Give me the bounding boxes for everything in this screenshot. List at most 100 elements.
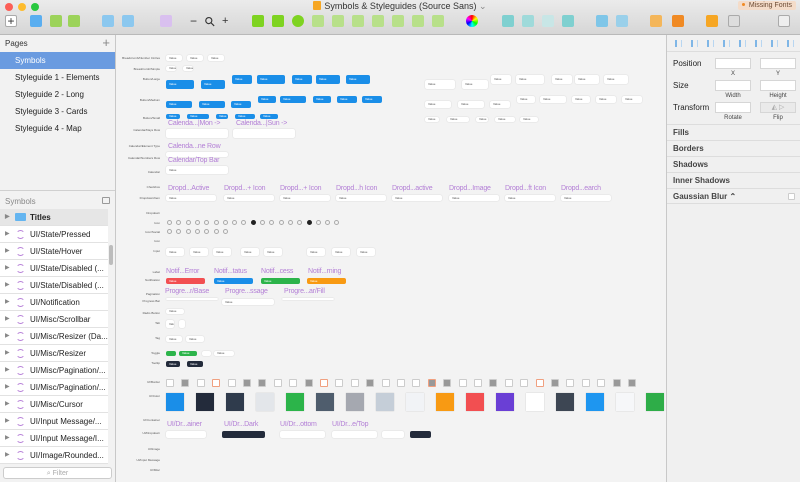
color-swatch[interactable]	[646, 393, 664, 411]
symbol-title[interactable]: UI/Dr...ottom	[280, 421, 317, 428]
disclosure-triangle-icon[interactable]: ▶	[5, 299, 10, 305]
symbol-instance[interactable]: Value	[425, 80, 455, 89]
social-icon-symbol[interactable]	[204, 229, 210, 234]
disclosure-triangle-icon[interactable]: ▶	[5, 248, 10, 254]
artboard-icon[interactable]	[30, 15, 42, 27]
align-middle-icon[interactable]	[771, 40, 778, 47]
disclosure-triangle-icon[interactable]: ▶	[5, 384, 10, 390]
border-swatch[interactable]	[196, 379, 205, 387]
symbol-instance[interactable]: Value	[187, 114, 209, 119]
border-swatch[interactable]	[566, 379, 575, 387]
symbol-instance[interactable]: Value	[201, 80, 225, 89]
layer-item[interactable]: ▶ UI/Misc/Scrollbar	[0, 311, 108, 328]
layer-item[interactable]: ▶ UI/Image/Rounded...	[0, 447, 108, 464]
symbol-instance[interactable]: Value	[540, 96, 566, 103]
cloud-icon[interactable]	[672, 15, 684, 27]
disclosure-triangle-icon[interactable]: ▶	[5, 316, 10, 322]
page-item[interactable]: Styleguide 4 - Map	[15, 124, 82, 133]
border-swatch[interactable]	[427, 379, 436, 387]
symbol-instance[interactable]: Value	[166, 166, 228, 174]
icon-symbol[interactable]	[334, 220, 340, 225]
symbol-instance[interactable]: Value	[166, 336, 182, 342]
align-left-icon[interactable]	[707, 40, 714, 47]
subtract-icon[interactable]	[332, 15, 344, 27]
symbol-instance[interactable]: Value	[604, 75, 628, 84]
border-swatch[interactable]	[551, 379, 559, 387]
symbol-instance[interactable]	[166, 129, 228, 138]
icon-symbol[interactable]	[204, 220, 210, 225]
symbol-instance[interactable]: Value	[505, 195, 555, 201]
rounded-rect-icon[interactable]	[272, 15, 284, 27]
symbol-title[interactable]: Dropd...active	[392, 185, 433, 192]
symbol-instance[interactable]: Value	[166, 80, 194, 89]
symbol-title[interactable]: Notif...tatus	[214, 268, 247, 275]
border-swatch[interactable]	[366, 379, 375, 387]
icon-symbol[interactable]	[260, 220, 265, 225]
social-icon-symbol[interactable]	[176, 229, 182, 234]
symbol-instance[interactable]: Value	[179, 351, 197, 356]
border-swatch[interactable]	[243, 379, 251, 387]
layer-item[interactable]: ▶ UI/Misc/Pagination/...	[0, 362, 108, 379]
border-swatch[interactable]	[397, 379, 405, 387]
rectangle-icon[interactable]	[252, 15, 264, 27]
detach-icon[interactable]	[122, 15, 134, 27]
symbol-title[interactable]: Dropd...earch	[561, 185, 601, 192]
symbol-instance[interactable]: Value	[261, 278, 300, 284]
symbol-instance[interactable]: Value	[561, 195, 611, 201]
union-icon[interactable]	[312, 15, 324, 27]
border-swatch[interactable]	[612, 379, 621, 387]
add-page-button[interactable]: +	[102, 35, 110, 50]
y-input[interactable]	[760, 58, 796, 69]
symbol-instance[interactable]	[166, 351, 176, 356]
symbol-instance[interactable]: Value	[517, 96, 535, 103]
symbol-instance[interactable]: Value	[186, 336, 204, 342]
symbol-instance[interactable]: Value	[208, 55, 224, 61]
symbol-instance[interactable]	[166, 298, 218, 300]
disclosure-triangle-icon[interactable]: ▶	[5, 350, 10, 356]
disclosure-triangle-icon[interactable]: ▶	[5, 418, 10, 424]
border-swatch[interactable]	[381, 379, 390, 387]
symbol-instance[interactable]: Value	[232, 75, 252, 84]
border-swatch[interactable]	[320, 379, 328, 387]
symbol-instance[interactable]: Value	[495, 117, 515, 122]
symbol-instance[interactable]	[222, 431, 265, 438]
zoom-window-button[interactable]	[31, 3, 39, 11]
symbol-instance[interactable]: Value	[199, 101, 225, 108]
symbol-title[interactable]: Calenda...|Sun ->	[236, 120, 288, 127]
preview-icon[interactable]	[706, 15, 718, 27]
layer-item[interactable]: ▶ UI/Input Message/...	[0, 413, 108, 430]
canvas[interactable]: Breadcrumb/Number Circles Breadcrumb/Simp…	[116, 35, 666, 482]
icon-symbol[interactable]	[222, 220, 228, 225]
icon-symbol[interactable]	[232, 220, 238, 225]
symbol-title[interactable]: Progre...ssage	[225, 288, 268, 295]
symbol-instance[interactable]: Value	[316, 75, 340, 84]
align-bottom-icon[interactable]	[787, 40, 794, 47]
border-swatch[interactable]	[212, 379, 221, 387]
layer-item[interactable]: ▶ UI/State/Pressed	[0, 226, 108, 243]
icon-symbol[interactable]	[167, 220, 172, 225]
view-icon[interactable]	[728, 15, 740, 27]
distribute-v-icon[interactable]	[691, 40, 698, 47]
disclosure-triangle-icon[interactable]: ▶	[5, 435, 10, 441]
border-swatch[interactable]	[258, 379, 267, 387]
page-item[interactable]: Styleguide 2 - Long	[15, 90, 84, 99]
symbol-instance[interactable]: Value	[216, 114, 228, 119]
layer-item[interactable]: ▶ UI/State/Disabled (...	[0, 277, 108, 294]
symbol-instance[interactable]: Value	[520, 117, 538, 122]
title-chevron-icon[interactable]: ⌄	[479, 1, 487, 11]
color-swatch[interactable]	[166, 393, 184, 411]
layer-item[interactable]: ▶ UI/State/Hover	[0, 243, 108, 260]
symbol-instance[interactable]	[410, 431, 431, 438]
symbol-instance[interactable]: Value	[346, 75, 370, 84]
color-swatch[interactable]	[616, 393, 634, 411]
symbol-title[interactable]: Dropd...ft Icon	[505, 185, 546, 192]
height-input[interactable]	[760, 80, 796, 91]
symbol-instance[interactable]: Value	[166, 195, 216, 201]
disclosure-triangle-icon[interactable]: ▶	[5, 282, 10, 288]
border-swatch[interactable]	[273, 379, 282, 387]
symbol-instance[interactable]: Value	[214, 351, 234, 356]
collapse-layers-icon[interactable]	[102, 197, 110, 204]
symbol-instance[interactable]: Value	[357, 248, 375, 256]
symbol-instance[interactable]: Value	[166, 55, 182, 61]
symbol-instance[interactable]	[166, 431, 206, 438]
